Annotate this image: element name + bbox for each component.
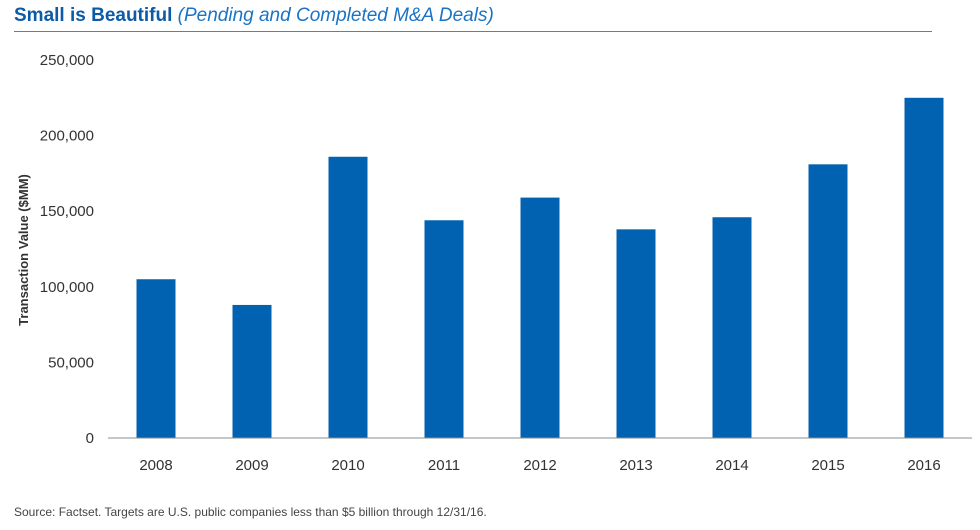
y-axis-ticks: 0 50,000 100,000 150,000 200,000 250,000	[40, 52, 94, 447]
x-tick-label: 2009	[235, 457, 268, 474]
x-tick-label: 2013	[619, 457, 652, 474]
title-divider	[14, 31, 932, 32]
bar-2010	[328, 156, 368, 438]
chart-title: Small is Beautiful (Pending and Complete…	[14, 4, 494, 28]
x-axis-ticks: 2008 2009 2010 2011 2012 2013 2014 2015 2016	[139, 457, 940, 474]
bar-2011	[424, 220, 464, 438]
bars-group	[136, 97, 944, 439]
chart-title-main: Small is Beautiful	[14, 5, 173, 26]
y-tick-label: 200,000	[40, 128, 94, 145]
source-note: Source: Factset. Targets are U.S. public…	[14, 505, 487, 519]
y-tick-label: 100,000	[40, 279, 94, 296]
x-tick-label: 2008	[139, 457, 172, 474]
y-axis-title: Transaction Value ($MM)	[16, 174, 31, 326]
y-tick-label: 50,000	[48, 354, 94, 371]
x-tick-label: 2016	[907, 457, 940, 474]
bar-2014	[712, 217, 752, 438]
y-tick-label: 150,000	[40, 203, 94, 220]
bar-2008	[136, 279, 176, 438]
x-tick-label: 2012	[523, 457, 556, 474]
bar-chart: 0 50,000 100,000 150,000 200,000 250,000 2008…	[16, 52, 972, 474]
bar-2012	[520, 197, 560, 438]
x-tick-label: 2014	[715, 457, 748, 474]
y-tick-label: 0	[86, 430, 94, 447]
x-tick-label: 2015	[811, 457, 844, 474]
bar-2013	[616, 229, 656, 438]
y-tick-label: 250,000	[40, 52, 94, 69]
bar-2015	[808, 164, 848, 438]
chart-subtitle: (Pending and Completed M&A Deals)	[177, 5, 494, 26]
bar-2016	[904, 97, 944, 439]
x-tick-label: 2010	[331, 457, 364, 474]
bar-2009	[232, 304, 272, 438]
x-tick-label: 2011	[428, 457, 460, 474]
